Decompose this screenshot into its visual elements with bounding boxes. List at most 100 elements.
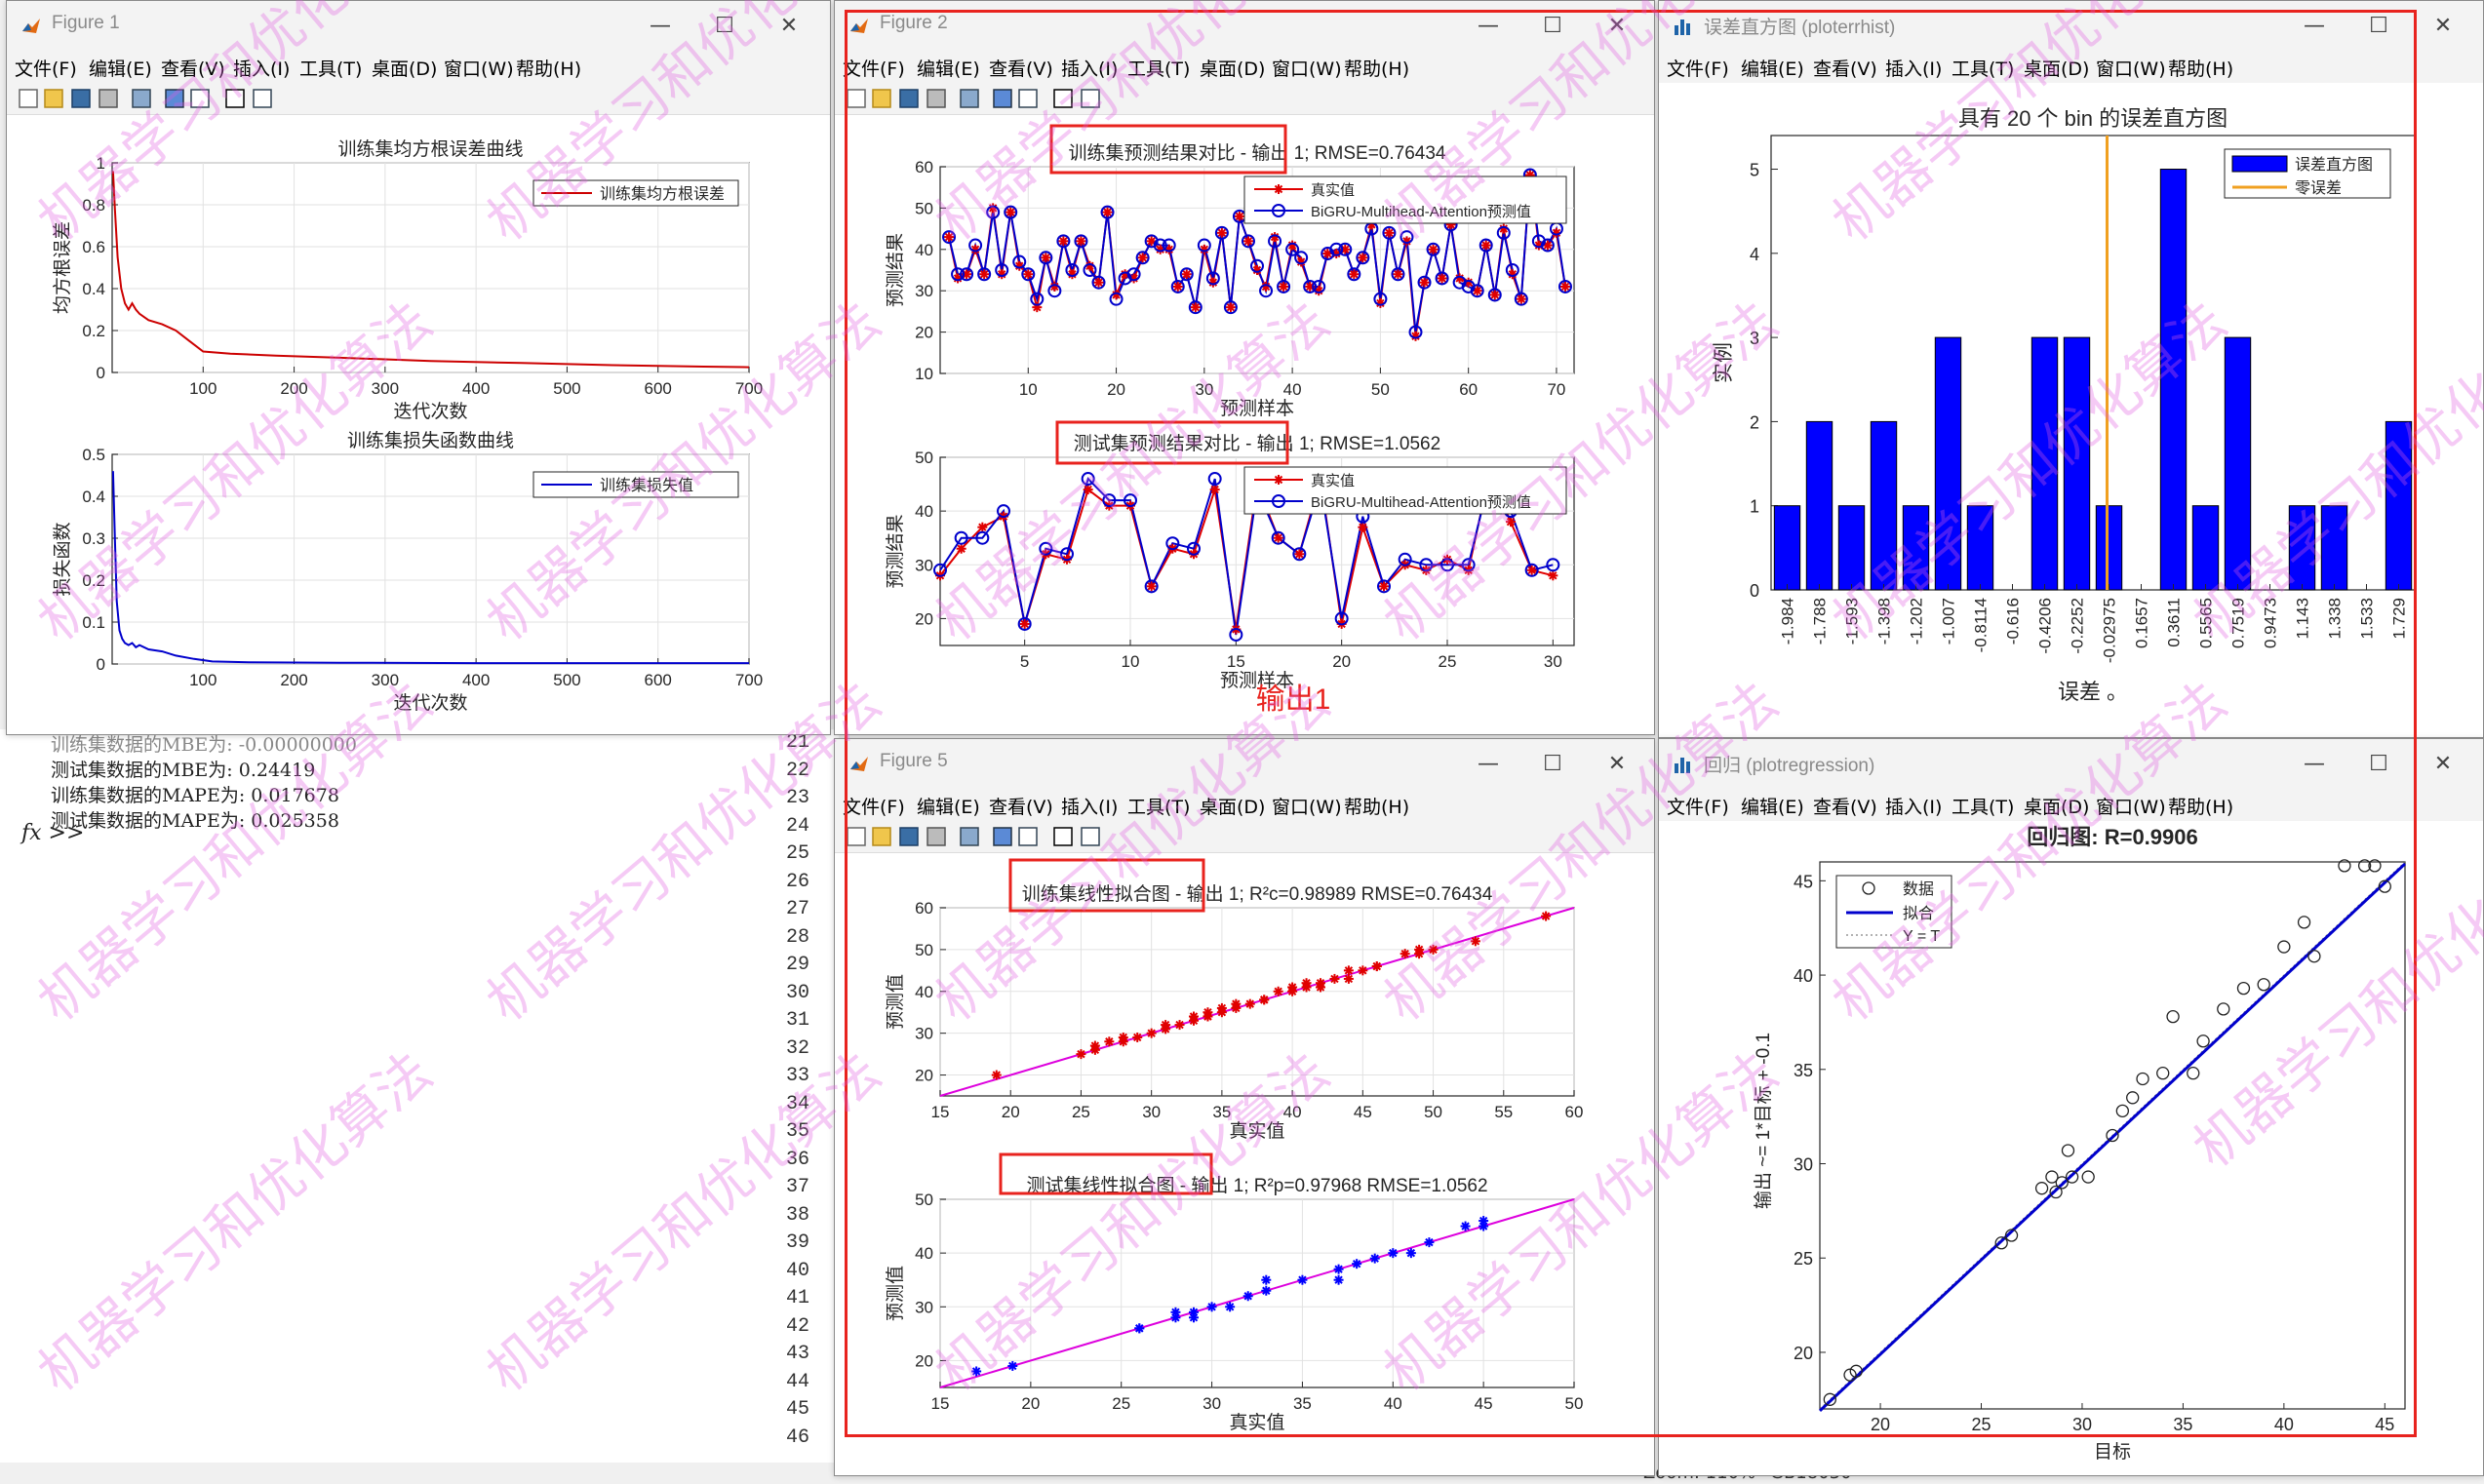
maximize-button[interactable]: ☐	[715, 14, 734, 38]
maximize-button[interactable]: ☐	[2369, 14, 2388, 38]
menu-item[interactable]: 编辑(E)	[1741, 59, 1804, 80]
menu-item[interactable]: 编辑(E)	[917, 59, 980, 80]
minimize-button[interactable]: —	[2304, 752, 2325, 776]
save-icon[interactable]	[69, 87, 93, 110]
menu-item[interactable]: 插入(I)	[1885, 797, 1943, 818]
maximize-button[interactable]: ☐	[2369, 752, 2388, 776]
pointer-icon[interactable]	[223, 87, 247, 110]
menu-item[interactable]: 桌面(D)	[1200, 59, 1266, 80]
menu-item[interactable]: 桌面(D)	[2024, 59, 2090, 80]
legend-icon[interactable]	[1016, 825, 1040, 848]
colorbar-icon[interactable]	[991, 87, 1014, 110]
close-button[interactable]: ✕	[1607, 752, 1627, 776]
new-file-icon[interactable]	[845, 87, 868, 110]
menu-item[interactable]: 文件(F)	[1667, 797, 1729, 818]
figure1-titlebar[interactable]: Figure 1 — ☐ ✕	[7, 1, 830, 52]
figure2-window[interactable]: Figure 2 — ☐ ✕ 文件(F) 编辑(E) 查看(V) 插入(I) 工具(T)…	[834, 0, 1655, 735]
menu-item[interactable]: 编辑(E)	[89, 59, 152, 80]
menu-item[interactable]: 工具(T)	[1127, 797, 1191, 818]
link-figure-icon[interactable]	[958, 87, 981, 110]
open-folder-icon[interactable]	[870, 825, 893, 848]
maximize-button[interactable]: ☐	[1543, 752, 1562, 776]
print-icon[interactable]	[925, 825, 948, 848]
close-button[interactable]: ✕	[2433, 14, 2453, 38]
print-icon[interactable]	[925, 87, 948, 110]
menu-item[interactable]: 工具(T)	[1127, 59, 1191, 80]
property-editor-icon[interactable]	[251, 87, 274, 110]
open-folder-icon[interactable]	[870, 87, 893, 110]
menu-item[interactable]: 帮助(H)	[1344, 797, 1410, 818]
pointer-icon[interactable]	[1051, 825, 1075, 848]
star-marker	[1089, 1040, 1100, 1051]
menu-item[interactable]: 编辑(E)	[917, 797, 980, 818]
star-stroke	[1059, 237, 1068, 246]
menu-item[interactable]: 插入(I)	[1885, 59, 1943, 80]
menu-item[interactable]: 工具(T)	[299, 59, 363, 80]
minimize-button[interactable]: —	[2304, 14, 2325, 38]
menu-item[interactable]: 桌面(D)	[372, 59, 438, 80]
menu-item[interactable]: 文件(F)	[843, 797, 905, 818]
minimize-button[interactable]: —	[1478, 752, 1499, 776]
menu-item[interactable]: 帮助(H)	[2168, 797, 2234, 818]
property-editor-icon[interactable]	[1079, 825, 1102, 848]
minimize-button[interactable]: —	[1478, 14, 1499, 38]
menu-item[interactable]: 查看(V)	[161, 59, 225, 80]
colorbar-icon[interactable]	[163, 87, 186, 110]
menu-item[interactable]: 插入(I)	[1061, 797, 1119, 818]
star-stroke	[1084, 485, 1092, 494]
colorbar-icon[interactable]	[991, 825, 1014, 848]
y-tick-label: 1	[97, 154, 105, 173]
legend-icon[interactable]	[188, 87, 212, 110]
save-icon[interactable]	[897, 87, 921, 110]
new-file-icon[interactable]	[17, 87, 40, 110]
menu-item[interactable]: 文件(F)	[843, 59, 905, 80]
legend-icon[interactable]	[1016, 87, 1040, 110]
figure2-titlebar[interactable]: Figure 2 — ☐ ✕	[835, 1, 1654, 52]
figure1-window[interactable]: Figure 1 — ☐ ✕ 文件(F) 编辑(E) 查看(V) 插入(I) 工具(T)…	[6, 0, 831, 735]
errhist-titlebar[interactable]: 误差直方图 (ploterrhist) — ☐ ✕	[1659, 1, 2483, 52]
menu-item[interactable]: 插入(I)	[1061, 59, 1119, 80]
close-button[interactable]: ✕	[2433, 752, 2453, 776]
menu-item[interactable]: 帮助(H)	[2168, 59, 2234, 80]
property-editor-icon[interactable]	[1079, 87, 1102, 110]
menu-item[interactable]: 窗口(W)	[444, 59, 514, 80]
regression-window[interactable]: 回归 (plotregression) — ☐ ✕ 文件(F) 编辑(E) 查看(V…	[1658, 738, 2484, 1476]
menu-item[interactable]: 桌面(D)	[2024, 797, 2090, 818]
menu-item[interactable]: 帮助(H)	[516, 59, 582, 80]
figure5-window[interactable]: Figure 5 — ☐ ✕ 文件(F) 编辑(E) 查看(V) 插入(I) 工具(T)…	[834, 738, 1655, 1476]
circle-marker	[951, 267, 966, 282]
figure5-titlebar[interactable]: Figure 5 — ☐ ✕	[835, 739, 1654, 790]
menu-item[interactable]: 编辑(E)	[1741, 797, 1804, 818]
menu-item[interactable]: 查看(V)	[989, 59, 1053, 80]
menu-item[interactable]: 工具(T)	[1952, 797, 2015, 818]
close-button[interactable]: ✕	[779, 14, 799, 38]
pointer-icon[interactable]	[1051, 87, 1075, 110]
x-tick-label: 0.9473	[2262, 598, 2280, 648]
errhist-window[interactable]: 误差直方图 (ploterrhist) — ☐ ✕ 文件(F) 编辑(E) 查看(V…	[1658, 0, 2484, 738]
new-file-icon[interactable]	[845, 825, 868, 848]
open-folder-icon[interactable]	[42, 87, 65, 110]
menu-item[interactable]: 桌面(D)	[1200, 797, 1266, 818]
menu-item[interactable]: 窗口(W)	[2096, 59, 2166, 80]
save-icon[interactable]	[897, 825, 921, 848]
command-window[interactable]: 训练集数据的MBE为: -0.00000000 测试集数据的MBE为: 0.24…	[0, 729, 839, 1463]
menu-item[interactable]: 查看(V)	[1813, 797, 1877, 818]
menu-item[interactable]: 工具(T)	[1952, 59, 2015, 80]
print-icon[interactable]	[97, 87, 120, 110]
menu-item[interactable]: 插入(I)	[233, 59, 291, 80]
maximize-button[interactable]: ☐	[1543, 14, 1562, 38]
menu-item[interactable]: 帮助(H)	[1344, 59, 1410, 80]
menu-item[interactable]: 文件(F)	[15, 59, 77, 80]
link-figure-icon[interactable]	[130, 87, 153, 110]
menu-item[interactable]: 查看(V)	[989, 797, 1053, 818]
menu-item[interactable]: 文件(F)	[1667, 59, 1729, 80]
command-prompt[interactable]: fx >>	[21, 821, 85, 845]
menu-item[interactable]: 查看(V)	[1813, 59, 1877, 80]
close-button[interactable]: ✕	[1607, 14, 1627, 38]
minimize-button[interactable]: —	[650, 14, 671, 38]
menu-item[interactable]: 窗口(W)	[1272, 797, 1342, 818]
menu-item[interactable]: 窗口(W)	[2096, 797, 2166, 818]
menu-item[interactable]: 窗口(W)	[1272, 59, 1342, 80]
regression-titlebar[interactable]: 回归 (plotregression) — ☐ ✕	[1659, 739, 2483, 790]
link-figure-icon[interactable]	[958, 825, 981, 848]
